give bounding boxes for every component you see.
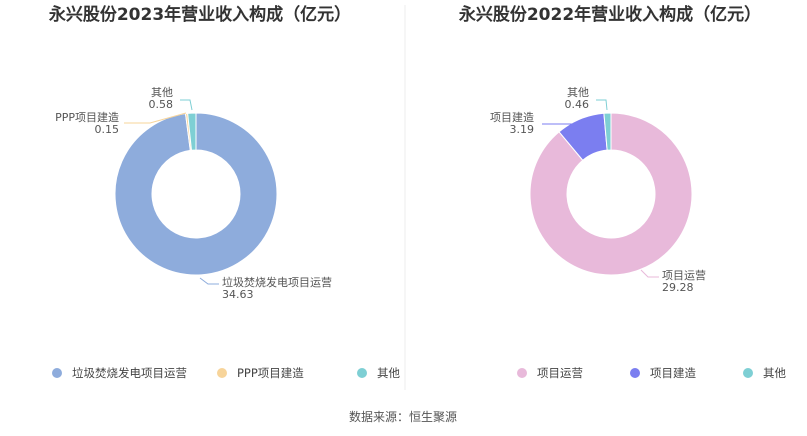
slice-name-1: 项目建造 <box>490 110 534 124</box>
slice-label-2: 其他 0.46 <box>565 86 608 111</box>
chart-2022: 永兴股份2022年营业收入构成（亿元） 项目运营 29.28 项目建造 3.19… <box>458 4 787 380</box>
slice-value-0: 34.63 <box>222 288 254 301</box>
chart-2023: 永兴股份2023年营业收入构成（亿元） 垃圾焚烧发电项目运营 34.63 PPP… <box>48 4 401 380</box>
legend-item-1[interactable]: 项目建造 <box>630 366 696 380</box>
legend-label: 其他 <box>377 366 400 380</box>
legend-item-0[interactable]: 项目运营 <box>517 366 583 380</box>
donut-slice-0 <box>529 112 693 276</box>
legend-2023: 垃圾焚烧发电项目运营 PPP项目建造 其他 <box>52 366 400 380</box>
legend-item-1[interactable]: PPP项目建造 <box>217 366 304 380</box>
chart-title: 永兴股份2022年营业收入构成（亿元） <box>458 4 761 25</box>
label-leader-1 <box>124 112 187 124</box>
legend-label: 垃圾焚烧发电项目运营 <box>72 366 187 380</box>
slice-name-2: 其他 <box>567 86 589 99</box>
legend-marker <box>743 368 753 378</box>
slice-label-0: 项目运营 29.28 <box>640 268 706 294</box>
slice-name-0: 垃圾焚烧发电项目运营 <box>222 275 332 289</box>
slice-name-0: 项目运营 <box>662 268 706 282</box>
legend-item-0[interactable]: 垃圾焚烧发电项目运营 <box>52 366 187 380</box>
legend-item-2[interactable]: 其他 <box>743 366 786 380</box>
slice-value-1: 3.19 <box>510 123 535 136</box>
slice-value-1: 0.15 <box>95 123 120 136</box>
legend-marker <box>517 368 527 378</box>
label-leader-0 <box>199 277 219 285</box>
data-source: 数据来源：恒生聚源 <box>349 409 457 424</box>
slice-label-2: 其他 0.58 <box>149 86 193 111</box>
legend-label: 项目运营 <box>537 366 583 380</box>
legend-label: PPP项目建造 <box>237 366 304 380</box>
legend-item-2[interactable]: 其他 <box>357 366 400 380</box>
donut-slice-2 <box>187 112 197 151</box>
legend-label: 其他 <box>763 366 786 380</box>
donut-slice-0 <box>114 112 278 276</box>
label-leader-2 <box>180 99 193 111</box>
legend-label: 项目建造 <box>650 366 696 380</box>
label-leader-0 <box>640 269 659 278</box>
slice-label-1: PPP项目建造 0.15 <box>55 110 187 136</box>
slice-value-0: 29.28 <box>662 281 694 294</box>
legend-marker <box>52 368 62 378</box>
donut-2023 <box>114 112 278 276</box>
legend-marker <box>357 368 367 378</box>
chart-title: 永兴股份2023年营业收入构成（亿元） <box>48 4 351 25</box>
legend-marker <box>217 368 227 378</box>
slice-label-0: 垃圾焚烧发电项目运营 34.63 <box>199 275 332 301</box>
label-leader-2 <box>596 99 608 111</box>
legend-2022: 项目运营 项目建造 其他 <box>517 366 786 380</box>
slice-name-1: PPP项目建造 <box>55 110 119 124</box>
slice-value-2: 0.58 <box>149 98 174 111</box>
slice-label-1: 项目建造 3.19 <box>490 110 578 136</box>
slice-name-2: 其他 <box>151 86 173 99</box>
donut-slice-2 <box>603 112 612 151</box>
legend-marker <box>630 368 640 378</box>
donut-2022 <box>529 112 693 276</box>
slice-value-2: 0.46 <box>565 98 590 111</box>
